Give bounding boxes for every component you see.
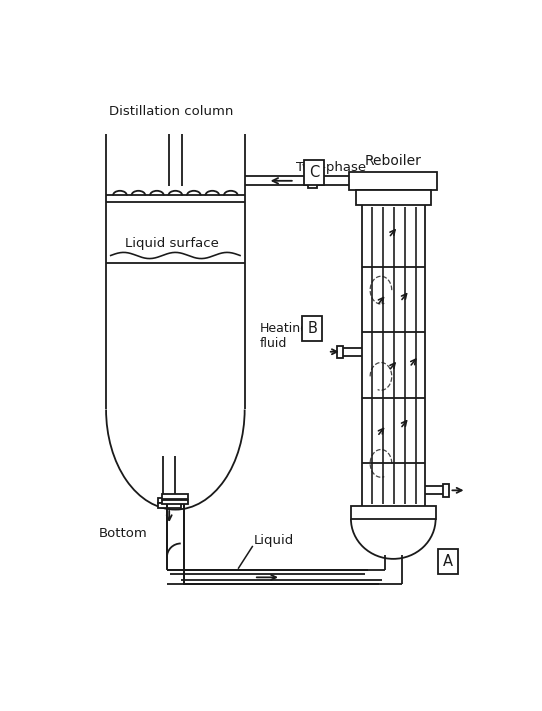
Text: Bottom: Bottom	[98, 528, 147, 540]
Text: Two-phase: Two-phase	[296, 161, 366, 174]
Bar	[162, 500, 189, 504]
Bar	[162, 494, 189, 499]
Text: Reboiler: Reboiler	[365, 154, 422, 168]
Text: Heating
fluid: Heating fluid	[260, 322, 309, 351]
Text: Distillation column: Distillation column	[109, 105, 234, 119]
Bar	[356, 190, 431, 205]
Text: C: C	[309, 165, 319, 180]
Bar	[158, 503, 180, 508]
Bar	[308, 174, 317, 188]
Bar	[443, 484, 449, 496]
Bar	[158, 498, 180, 503]
Text: B: B	[307, 321, 318, 336]
Bar	[350, 172, 437, 190]
Text: Liquid surface: Liquid surface	[125, 237, 218, 250]
Text: A: A	[443, 554, 453, 569]
Text: Liquid: Liquid	[254, 533, 294, 547]
Bar	[351, 506, 436, 519]
Bar	[337, 346, 343, 358]
